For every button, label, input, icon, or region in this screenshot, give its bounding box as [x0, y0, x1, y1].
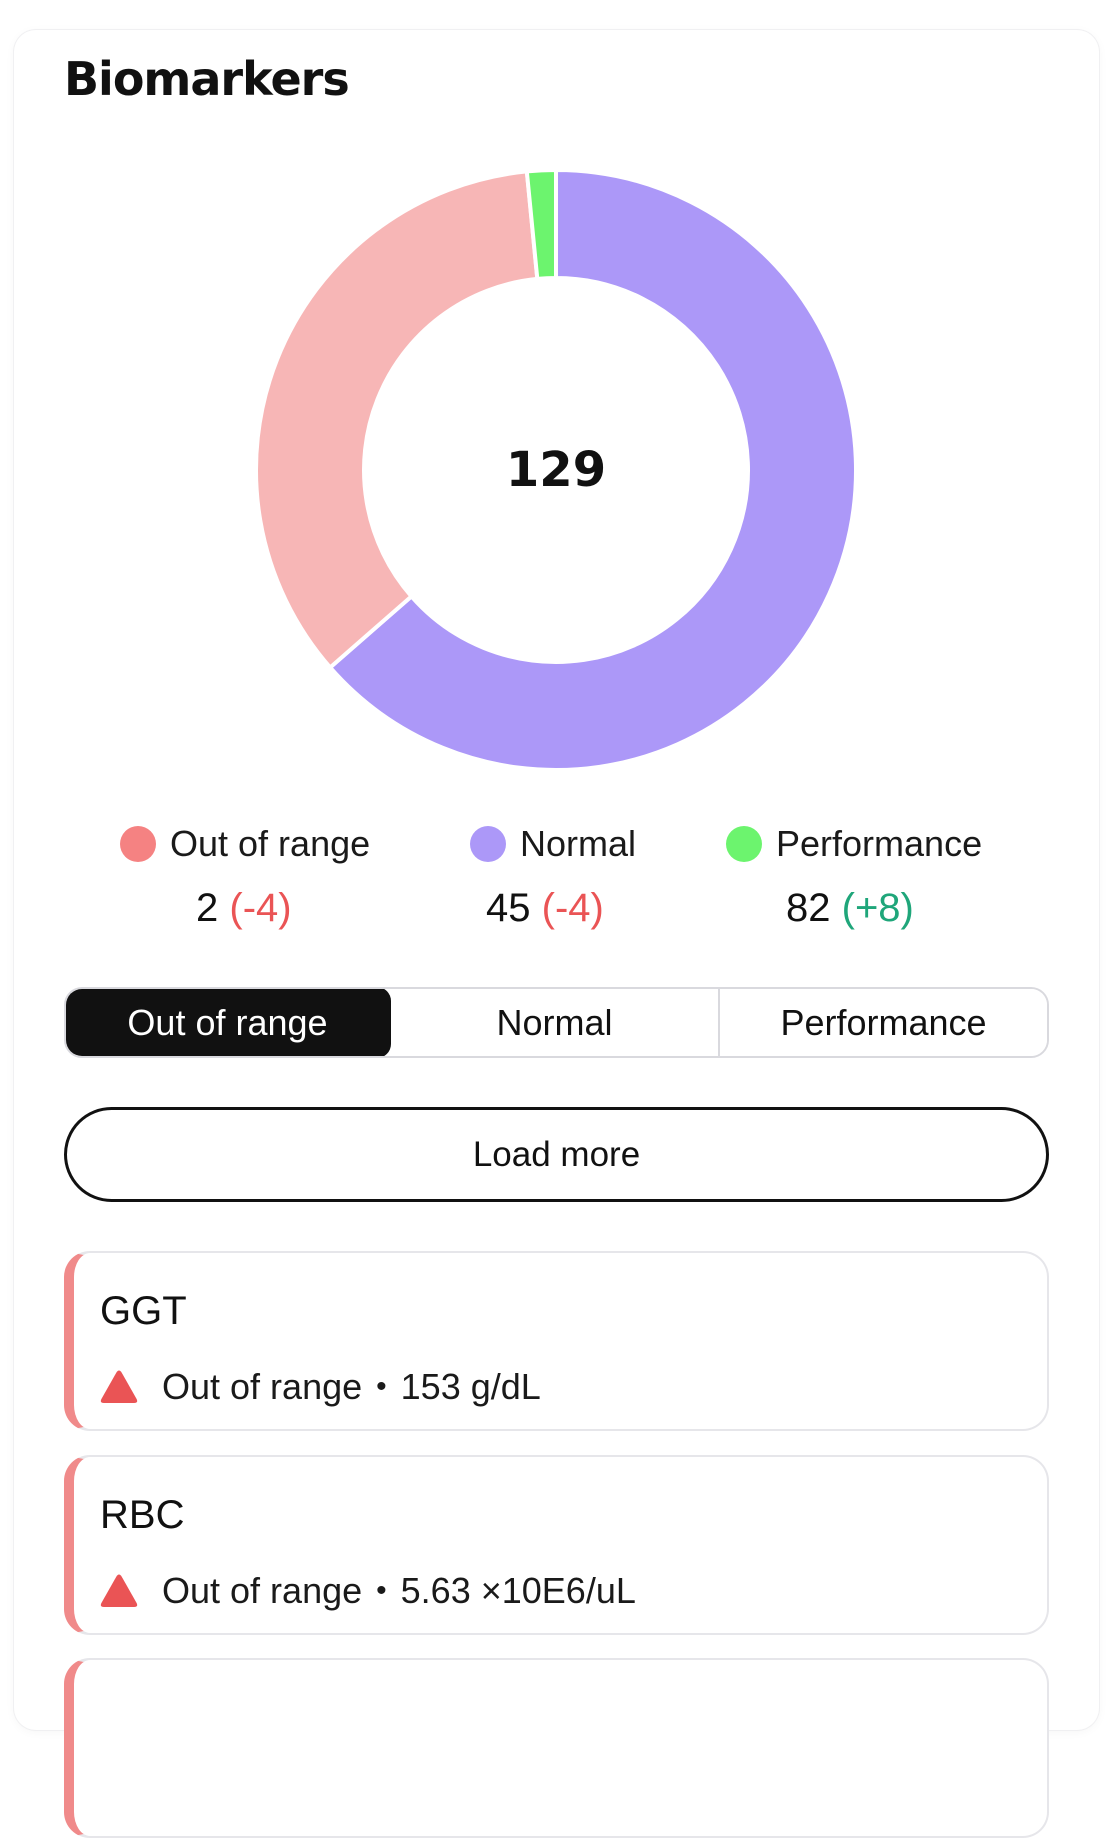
legend-delta: (-4) — [229, 886, 292, 930]
biomarker-status: Out of range — [162, 1366, 363, 1407]
biomarker-name: RBC — [100, 1493, 185, 1537]
load-more-button[interactable]: Load more — [64, 1107, 1049, 1202]
legend-label: Normal — [520, 823, 637, 864]
legend-label: Performance — [776, 823, 983, 864]
biomarker-status-row: Out of range • 153 g/dL — [100, 1365, 541, 1409]
legend-delta: (-4) — [541, 886, 604, 930]
biomarker-value: 153 g/dL — [400, 1366, 541, 1407]
donut-total-label: 129 — [506, 442, 606, 498]
tab-out-of-range[interactable]: Out of range — [66, 989, 391, 1056]
warning-triangle-icon — [100, 1370, 138, 1403]
legend-dot-performance — [726, 826, 762, 862]
donut-slices — [256, 170, 856, 770]
warning-triangle-icon — [100, 1574, 138, 1607]
biomarker-status-row: Out of range • 5.63 ×10E6/uL — [100, 1569, 636, 1613]
tab-normal[interactable]: Normal — [391, 989, 720, 1056]
status-separator: • — [376, 1370, 387, 1403]
biomarker-filter-tabs: Out of range Normal Performance — [64, 987, 1049, 1058]
page-title: Biomarkers — [64, 52, 350, 106]
legend-count: 82 — [786, 886, 831, 930]
legend-value: 82 (+8) — [786, 884, 914, 932]
legend-value: 2 (-4) — [196, 884, 292, 932]
biomarker-list-item-next[interactable] — [64, 1658, 1049, 1838]
chart-legend: Out of range 2 (-4) Normal 45 (-4) Perfo… — [0, 822, 1113, 942]
biomarker-list-item-rbc[interactable]: RBC Out of range • 5.63 ×10E6/uL — [64, 1455, 1049, 1635]
legend-label: Out of range — [170, 823, 371, 864]
biomarkers-card — [14, 30, 1099, 1730]
legend-count: 45 — [486, 886, 531, 930]
legend-delta: (+8) — [841, 886, 914, 930]
donut-slice-out-of-range — [256, 170, 540, 671]
legend-value: 45 (-4) — [486, 884, 604, 932]
donut-slice-performance — [524, 170, 558, 282]
biomarker-name: GGT — [100, 1289, 187, 1333]
donut-slice-normal — [327, 170, 856, 770]
legend-dot-out-of-range — [120, 826, 156, 862]
tab-performance[interactable]: Performance — [720, 989, 1047, 1056]
legend-count: 2 — [196, 886, 219, 930]
legend-dot-normal — [470, 826, 506, 862]
status-separator: • — [376, 1574, 387, 1607]
biomarker-list-item-ggt[interactable]: GGT Out of range • 153 g/dL — [64, 1251, 1049, 1431]
biomarker-value: 5.63 ×10E6/uL — [400, 1570, 636, 1611]
biomarker-status: Out of range — [162, 1570, 363, 1611]
biomarkers-donut-chart: 129 — [256, 170, 856, 770]
